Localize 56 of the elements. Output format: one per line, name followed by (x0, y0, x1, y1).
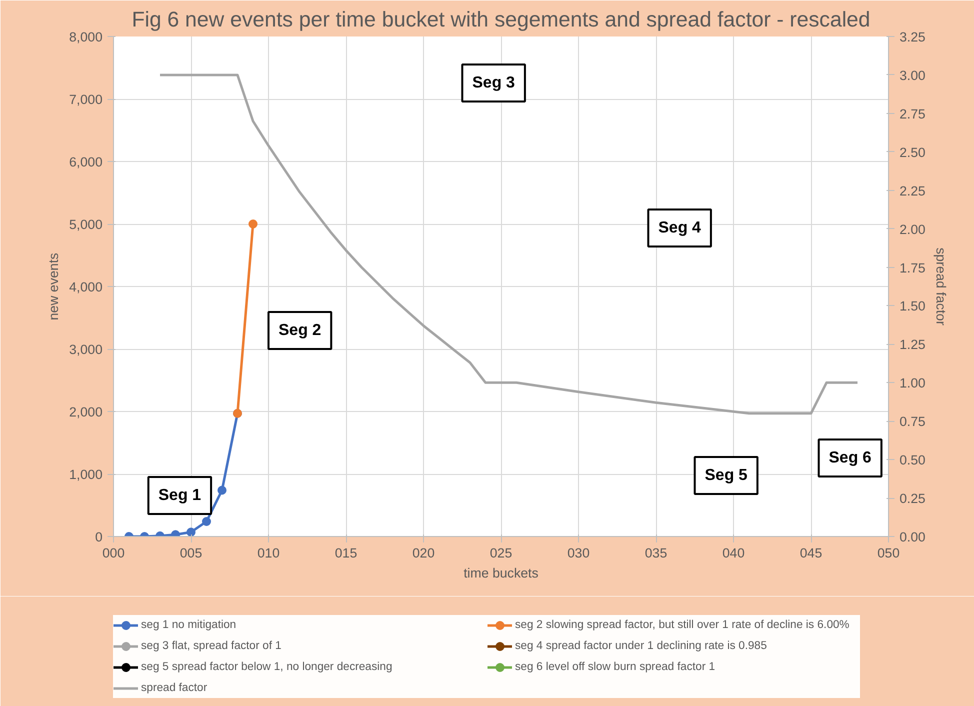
y2-tick-label: 1.00 (900, 376, 926, 391)
y-tick-label: 3,000 (69, 342, 103, 357)
legend-label: seg 6 level off slow burn spread factor 1 (515, 661, 716, 673)
x-tick-label: 005 (180, 546, 202, 560)
legend-label: seg 5 spread factor below 1, no longer decreasing (141, 661, 394, 673)
x-tick-label: 045 (800, 546, 822, 560)
chart-title: Fig 6 new events per time bucket with segements and spread factor - rescaled (132, 8, 870, 32)
y-tick-label: 6,000 (69, 154, 103, 170)
annotation: Seg 3 (472, 74, 516, 92)
y-tick-label: 2,000 (69, 404, 103, 420)
x-tick-label: 020 (412, 546, 435, 560)
annotation: Seg 5 (704, 467, 748, 484)
point (248, 220, 258, 228)
y-tick-label: 8,000 (69, 30, 103, 44)
line-series (158, 74, 859, 415)
y2-tick-label: 3.25 (900, 30, 926, 44)
x-tick-label: 010 (257, 546, 280, 560)
y-tick-label: 1,000 (69, 467, 103, 482)
annotation: Seg 4 (658, 220, 702, 236)
legend-label: seg 1 no mitigation (141, 619, 238, 631)
y2-tick-label: 1.25 (900, 337, 926, 352)
y2-tick-label: 2.75 (900, 106, 926, 122)
x-axis-title: time buckets (464, 566, 539, 580)
point (202, 517, 211, 526)
y-tick-label: 4,000 (69, 280, 103, 294)
x-tick-label: 015 (334, 546, 358, 560)
y2-tick-label: 0.75 (900, 414, 926, 430)
y2-tick-label: 0.00 (900, 530, 926, 544)
y2-axis-title: spread factor (933, 248, 948, 326)
legend-label: seg 2 slowing spread factor, but still over 1 rate of decline is 6.00% (515, 619, 850, 631)
y2-tick-label: 3.00 (900, 68, 926, 83)
x-tick-label: 025 (490, 546, 512, 560)
x-tick-label: 035 (644, 546, 668, 560)
y2-tick-label: 1.50 (900, 298, 926, 314)
y2-tick-label: 2.25 (900, 183, 926, 198)
y-axis-title: new events (46, 252, 62, 320)
y-tick-label: 5,000 (69, 217, 103, 232)
annotation: Seg 1 (158, 487, 202, 504)
y2-tick-label: 2.50 (900, 144, 926, 160)
y-tick-label: 0 (95, 530, 103, 544)
x-tick-label: 000 (102, 546, 125, 560)
x-tick-label: 030 (567, 546, 590, 560)
legend-label: seg 3 flat, spread factor of 1 (141, 640, 282, 652)
y2-tick-label: 0.25 (900, 491, 926, 506)
y-tick-label: 7,000 (69, 92, 103, 107)
point (218, 486, 226, 495)
legend-label: spread factor (141, 682, 208, 694)
point (186, 528, 196, 536)
y2-tick-label: 2.00 (900, 222, 926, 237)
x-tick-label: 040 (722, 546, 745, 560)
y2-tick-label: 0.50 (900, 452, 926, 468)
x-tick-label: 050 (877, 546, 900, 560)
annotation: Seg 6 (828, 450, 872, 466)
annotation: Seg 2 (278, 322, 322, 339)
y2-tick-label: 1.75 (900, 260, 926, 276)
legend-label: seg 4 spread factor under 1 declining rate is 0.985 (515, 640, 768, 652)
